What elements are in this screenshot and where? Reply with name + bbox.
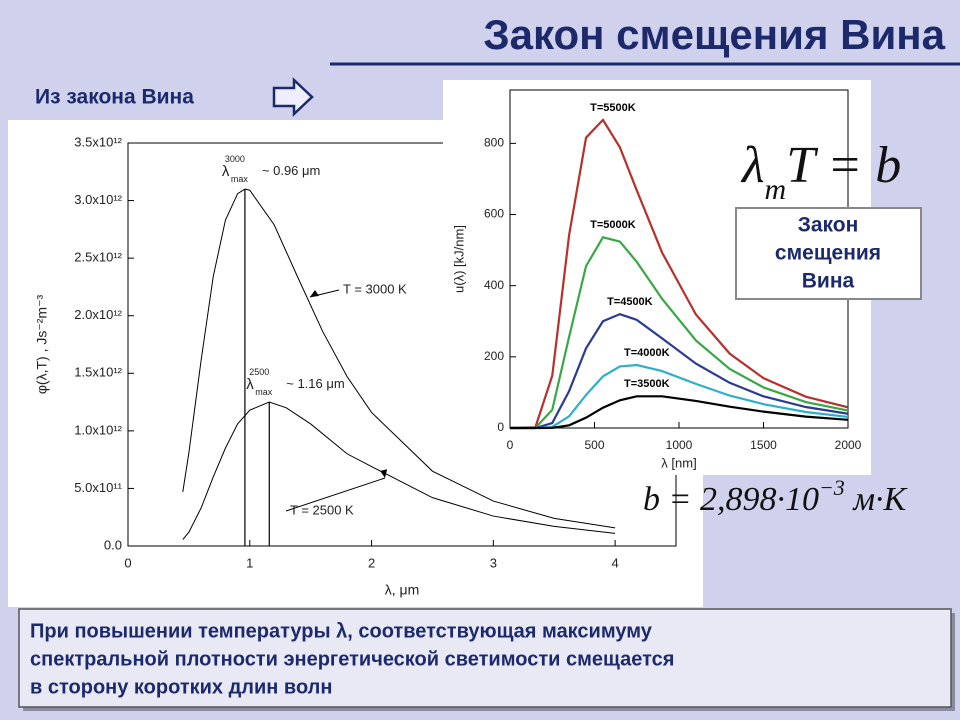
label-arrowhead bbox=[380, 469, 388, 479]
series-label: T=4000K bbox=[624, 347, 670, 359]
annotation-text: ~ 0.96 μm bbox=[262, 163, 320, 178]
constant-sup: −3 bbox=[819, 475, 845, 500]
series-label-bg bbox=[606, 296, 654, 309]
y-tick-label: 0.0 bbox=[104, 537, 122, 552]
y-axis-label: φ(λ,T) , Js⁻²m⁻³ bbox=[34, 295, 50, 395]
x-tick-label: 4 bbox=[611, 555, 618, 570]
y-tick-label: 2.5x10¹² bbox=[74, 250, 122, 265]
annotation-symbol: λ bbox=[246, 376, 254, 393]
x-axis-label: λ [nm] bbox=[661, 455, 696, 470]
series-label-bg bbox=[622, 346, 671, 359]
law-box bbox=[735, 207, 922, 300]
annotation-sub: max bbox=[231, 174, 249, 184]
y-tick-label: 600 bbox=[484, 207, 504, 221]
y-tick-label: 400 bbox=[484, 278, 504, 292]
formula-sub: m bbox=[765, 173, 787, 206]
series-label-bg bbox=[589, 101, 637, 114]
conclusion-line: в сторону коротких длин волн bbox=[30, 676, 332, 698]
y-tick-label: 3.5x10¹² bbox=[74, 134, 122, 149]
conclusion-line: При повышении температуры λ, соответству… bbox=[30, 620, 653, 642]
x-tick-label: 1 bbox=[246, 555, 253, 570]
formula-law: λmT = b bbox=[740, 137, 901, 206]
x-tick-label: 2000 bbox=[835, 438, 862, 452]
arrow-icon bbox=[272, 77, 314, 117]
x-tick-label: 0 bbox=[124, 555, 131, 570]
series-line bbox=[510, 363, 849, 430]
annotation-text: ~ 1.16 μm bbox=[286, 377, 344, 392]
y-tick-label: 1.0x10¹² bbox=[74, 422, 122, 437]
constant-unit: м·K bbox=[845, 481, 909, 518]
annotation-sup: 3000 bbox=[225, 154, 245, 164]
series-line bbox=[509, 118, 849, 430]
constant-text: b = 2,898·10 bbox=[643, 481, 819, 518]
y-tick-label: 3.0x10¹² bbox=[74, 192, 122, 207]
series-line bbox=[509, 236, 849, 430]
law-box-line: Вина bbox=[802, 270, 855, 293]
y-tick-label: 200 bbox=[484, 349, 504, 363]
subtitle: Из закона Вина bbox=[35, 86, 194, 109]
y-tick-label: 800 bbox=[484, 136, 504, 150]
x-tick-label: 0 bbox=[507, 438, 514, 452]
annotation-sup: 2500 bbox=[249, 367, 269, 377]
x-tick-label: 1500 bbox=[750, 438, 777, 452]
x-tick-label: 500 bbox=[584, 438, 604, 452]
series-label: T = 3000 K bbox=[343, 281, 407, 296]
annotation-symbol: λ bbox=[222, 163, 230, 180]
formula-symbol: λ bbox=[740, 137, 765, 194]
conclusion-box bbox=[18, 608, 952, 708]
x-tick-label: 3 bbox=[490, 555, 497, 570]
formula-text: T = b bbox=[786, 137, 901, 194]
x-axis-label: λ, μm bbox=[385, 582, 420, 598]
series-label: T=3500K bbox=[624, 378, 670, 390]
slide-title: Закон смещения Вина bbox=[483, 11, 945, 58]
annotation-sub: max bbox=[255, 387, 273, 397]
y-tick-label: 2.0x10¹² bbox=[74, 307, 122, 322]
series-label-bg bbox=[622, 378, 671, 391]
series-label: T=5500K bbox=[590, 102, 636, 114]
series-line bbox=[182, 188, 616, 529]
series-label: T=4500K bbox=[607, 296, 653, 308]
peak-annotation: λ3000 max ~ 0.96 μm bbox=[222, 154, 320, 184]
series-line bbox=[510, 395, 849, 430]
extras: λmT = b Закон смещения Вина b = 2,898·10… bbox=[18, 137, 955, 711]
y-tick-label: 0 bbox=[497, 420, 504, 434]
label-arrowhead bbox=[310, 290, 319, 297]
peak-annotation: λ2500 max ~ 1.16 μm bbox=[246, 367, 344, 397]
series-label: T = 2500 K bbox=[290, 502, 354, 517]
x-tick-label: 1000 bbox=[666, 438, 693, 452]
series-line bbox=[510, 312, 849, 430]
y-axis-label: u(λ) [kJ/nm] bbox=[451, 225, 466, 293]
y-tick-label: 5.0x10¹¹ bbox=[74, 480, 122, 495]
law-box-line: Закон bbox=[798, 214, 859, 237]
label-arrow bbox=[285, 477, 386, 512]
series-label: T=5000K bbox=[590, 219, 636, 231]
series-line bbox=[182, 401, 616, 540]
formula-constant: b = 2,898·10−3 м·K bbox=[643, 475, 909, 518]
x-tick-label: 2 bbox=[368, 555, 375, 570]
y-tick-label: 1.5x10¹² bbox=[74, 365, 122, 380]
conclusion-line: спектральной плотности энергетической св… bbox=[30, 648, 674, 670]
law-box-line: смещения bbox=[775, 242, 881, 265]
series-label-bg bbox=[589, 219, 637, 232]
